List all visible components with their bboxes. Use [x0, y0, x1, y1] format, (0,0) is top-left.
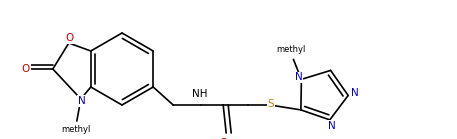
Text: N: N: [328, 121, 335, 131]
Text: NH: NH: [192, 89, 208, 99]
Text: methyl: methyl: [61, 126, 90, 135]
Text: N: N: [295, 72, 302, 82]
Text: N: N: [351, 88, 359, 98]
Text: O: O: [219, 138, 227, 139]
Text: O: O: [66, 33, 74, 43]
Text: methyl: methyl: [277, 45, 306, 54]
Text: N: N: [78, 96, 86, 106]
Text: S: S: [268, 99, 275, 109]
Text: O: O: [21, 64, 30, 74]
